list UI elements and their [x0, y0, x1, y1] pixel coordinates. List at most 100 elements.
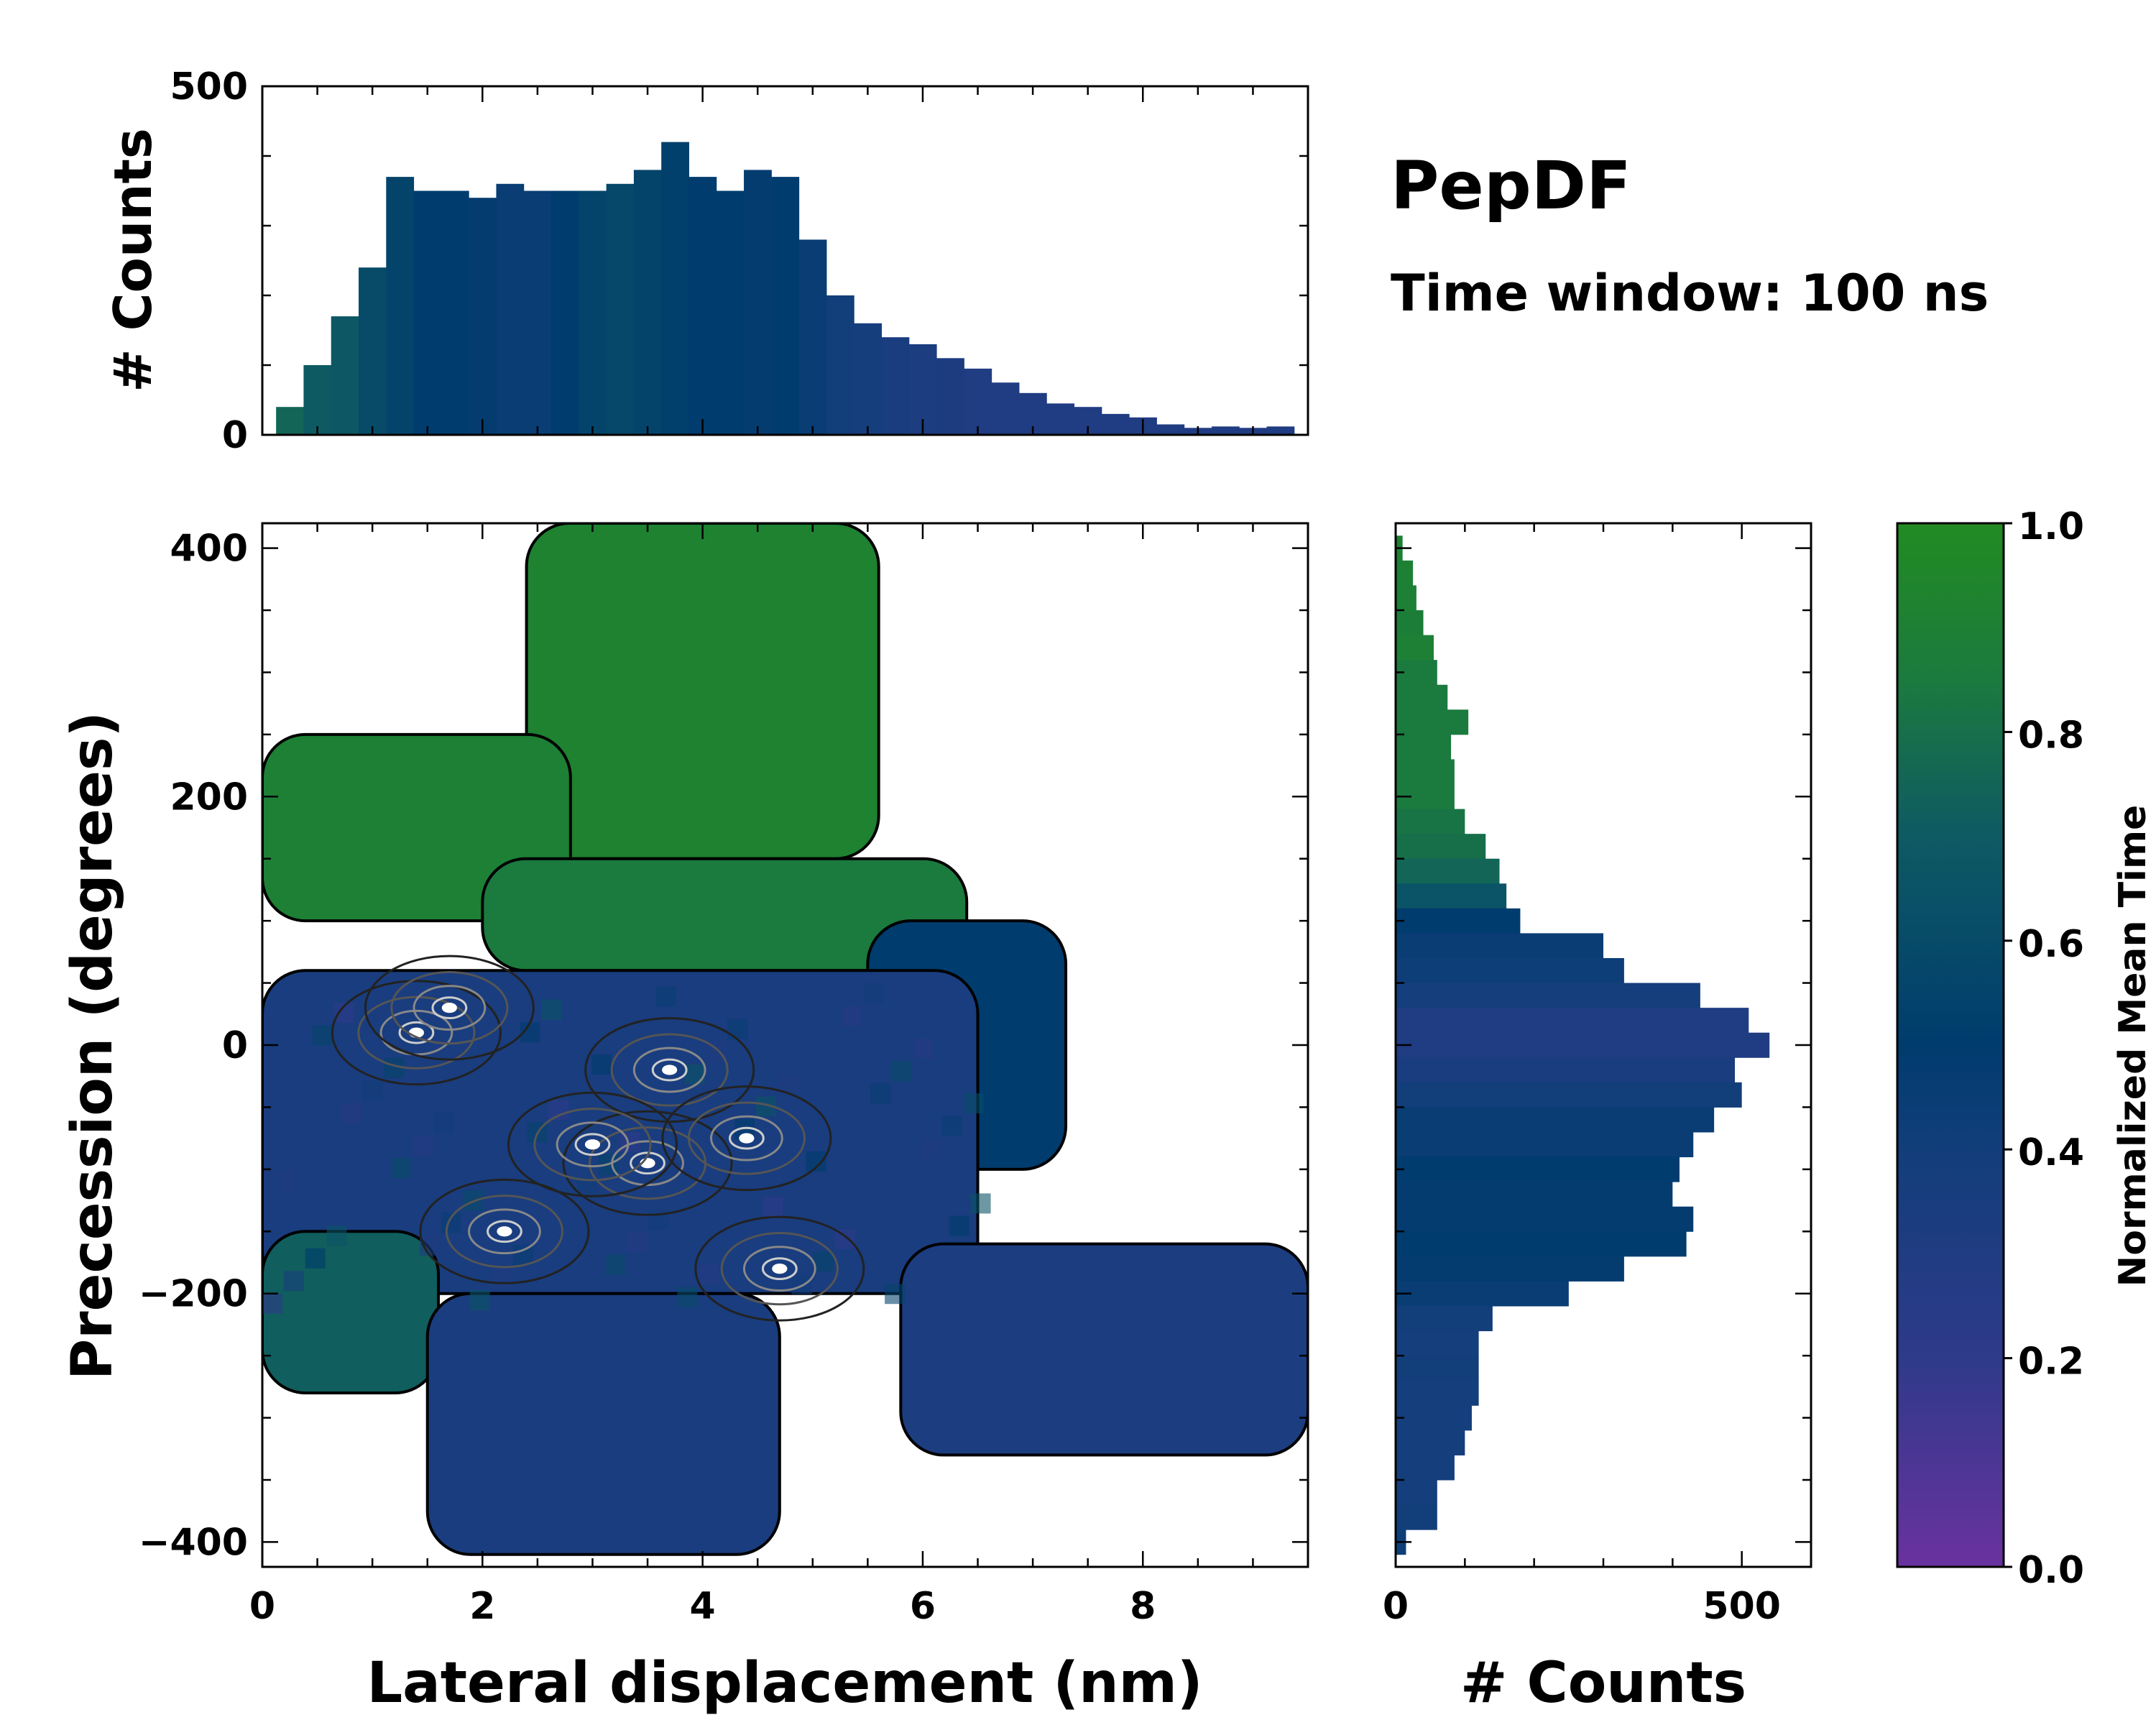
- right-histogram-bar: [1396, 709, 1469, 735]
- heatmap-cell: [341, 1103, 361, 1123]
- heatmap-cell: [491, 1267, 512, 1288]
- top-histogram-bar: [413, 190, 442, 435]
- right-histogram-bar: [1396, 809, 1465, 834]
- top-histogram-bar: [579, 190, 607, 435]
- heatmap-cell: [963, 1093, 984, 1114]
- colorbar-tick-label: 0.6: [2018, 923, 2084, 966]
- heatmap-cell: [276, 1170, 297, 1191]
- right-histogram-bar: [1396, 1231, 1687, 1257]
- right-histogram-bar: [1396, 610, 1424, 636]
- heatmap-cell: [548, 1100, 569, 1121]
- heatmap-cell: [305, 1248, 326, 1269]
- top-histogram-bar: [744, 170, 772, 435]
- heatmap-cell: [913, 1038, 934, 1059]
- x-tick-label: 4: [690, 1585, 716, 1628]
- right-histogram-bar: [1396, 759, 1455, 785]
- right-histogram-bar: [1396, 1132, 1694, 1158]
- heatmap-cell: [885, 1284, 906, 1305]
- top-histogram-bar: [359, 267, 387, 435]
- y-axis-label: Precession (degrees): [60, 712, 125, 1380]
- colorbar-tick-label: 0.2: [2018, 1340, 2084, 1384]
- top-hist-y-tick-label: 0: [222, 414, 248, 457]
- top-histogram-bar: [1211, 426, 1240, 435]
- plot-title: PepDF: [1391, 147, 1631, 224]
- contour-peak-3: [632, 1046, 706, 1093]
- top-histogram-bar: [881, 337, 910, 435]
- heatmap-cell: [856, 1206, 877, 1227]
- top-histogram-bar: [441, 190, 469, 435]
- right-histogram-bar: [1396, 1107, 1715, 1133]
- heatmap-cells: [262, 523, 1308, 1556]
- colorbar-tick-label: 0.8: [2018, 714, 2084, 757]
- top-histogram-bar: [964, 368, 992, 435]
- heatmap-cell: [462, 1190, 483, 1210]
- contour-peak-2: [431, 996, 468, 1020]
- top-histogram-bar: [661, 142, 689, 435]
- contour-peak-7: [694, 1215, 865, 1322]
- right-histogram-bar: [1396, 1032, 1770, 1058]
- region-lower-right-tail: [899, 1242, 1308, 1457]
- region-lower-middle-lobe: [425, 1292, 781, 1556]
- right-histogram-bar: [1396, 1380, 1479, 1406]
- contour-peak-4: [562, 1110, 733, 1216]
- y-tick-label: −200: [139, 1273, 248, 1316]
- contour-peak-4: [630, 1151, 665, 1175]
- plot-subtitle: Time window: 100 ns: [1391, 264, 1989, 323]
- right-histogram-bar: [1396, 1156, 1680, 1182]
- heatmap-cell: [648, 1209, 669, 1230]
- heatmap-cell: [413, 1135, 433, 1156]
- heatmap-cell: [763, 1196, 783, 1217]
- x-tick-label: 2: [469, 1585, 495, 1628]
- heatmap-cell: [677, 1287, 698, 1307]
- contour-peak-8: [445, 1195, 564, 1269]
- top-histogram-bar: [1046, 403, 1075, 435]
- colorbar-tick-label: 0.4: [2018, 1131, 2084, 1174]
- top-histogram-frame: [261, 85, 1309, 436]
- contour-peak-8: [419, 1178, 590, 1284]
- y-tick-label: 400: [170, 528, 248, 571]
- right-histogram-bar: [1396, 1306, 1493, 1332]
- contour-peak-8: [468, 1208, 541, 1255]
- heatmap-cell: [591, 1054, 612, 1075]
- heatmap-cell: [391, 1157, 412, 1178]
- heatmap-cell: [892, 1061, 913, 1082]
- top-histogram-bar: [688, 177, 717, 435]
- right-histogram-bar: [1396, 1405, 1472, 1431]
- top-histogram-bar: [303, 365, 332, 435]
- heatmap-cell: [605, 1254, 626, 1275]
- right-histogram-bar: [1396, 684, 1448, 710]
- contour-peak-1: [331, 980, 502, 1086]
- right-histogram-bar: [1396, 983, 1700, 1008]
- contour-peak-6: [709, 1115, 783, 1162]
- right-histogram-bar: [1396, 1330, 1479, 1356]
- x-axis-label: Lateral displacement (nm): [367, 1651, 1202, 1716]
- axis-ticks: [261, 85, 1812, 1567]
- colorbar-tick-label: 1.0: [2018, 505, 2084, 548]
- x-tick-label: 8: [1130, 1585, 1156, 1628]
- heatmap-cell: [970, 1193, 991, 1214]
- heatmap-cell: [727, 1018, 748, 1039]
- region-upper-right-lobe: [525, 523, 880, 860]
- y-tick-label: 0: [222, 1024, 248, 1067]
- contour-peak-7: [720, 1232, 839, 1306]
- heatmap-cell: [326, 1225, 347, 1246]
- heatmap-cell: [312, 1025, 333, 1046]
- heatmap-cell: [283, 1271, 304, 1292]
- right-histogram-bar: [1396, 858, 1500, 884]
- heatmap-cell: [262, 1293, 282, 1314]
- top-histogram-bar: [633, 170, 662, 435]
- x-tick-label: 0: [249, 1585, 275, 1628]
- right-histogram-bar: [1396, 1455, 1455, 1481]
- colorbar-tick-label: 0.0: [2018, 1549, 2084, 1592]
- right-histogram-bar: [1396, 635, 1434, 661]
- colorbar-ticks: 0.0 0.2 0.4 0.6 0.8 1.0: [2004, 505, 2084, 1592]
- top-histogram-bar: [1156, 424, 1185, 435]
- top-histogram-ylabel: # Counts: [103, 128, 163, 392]
- contour-peak-8: [497, 1226, 512, 1237]
- right-histogram-bar: [1396, 1504, 1437, 1530]
- contour-peak-5: [574, 1133, 611, 1156]
- right-histogram-bar: [1396, 1430, 1465, 1455]
- contour-peak-5: [584, 1139, 601, 1150]
- top-histogram-bar: [469, 198, 497, 435]
